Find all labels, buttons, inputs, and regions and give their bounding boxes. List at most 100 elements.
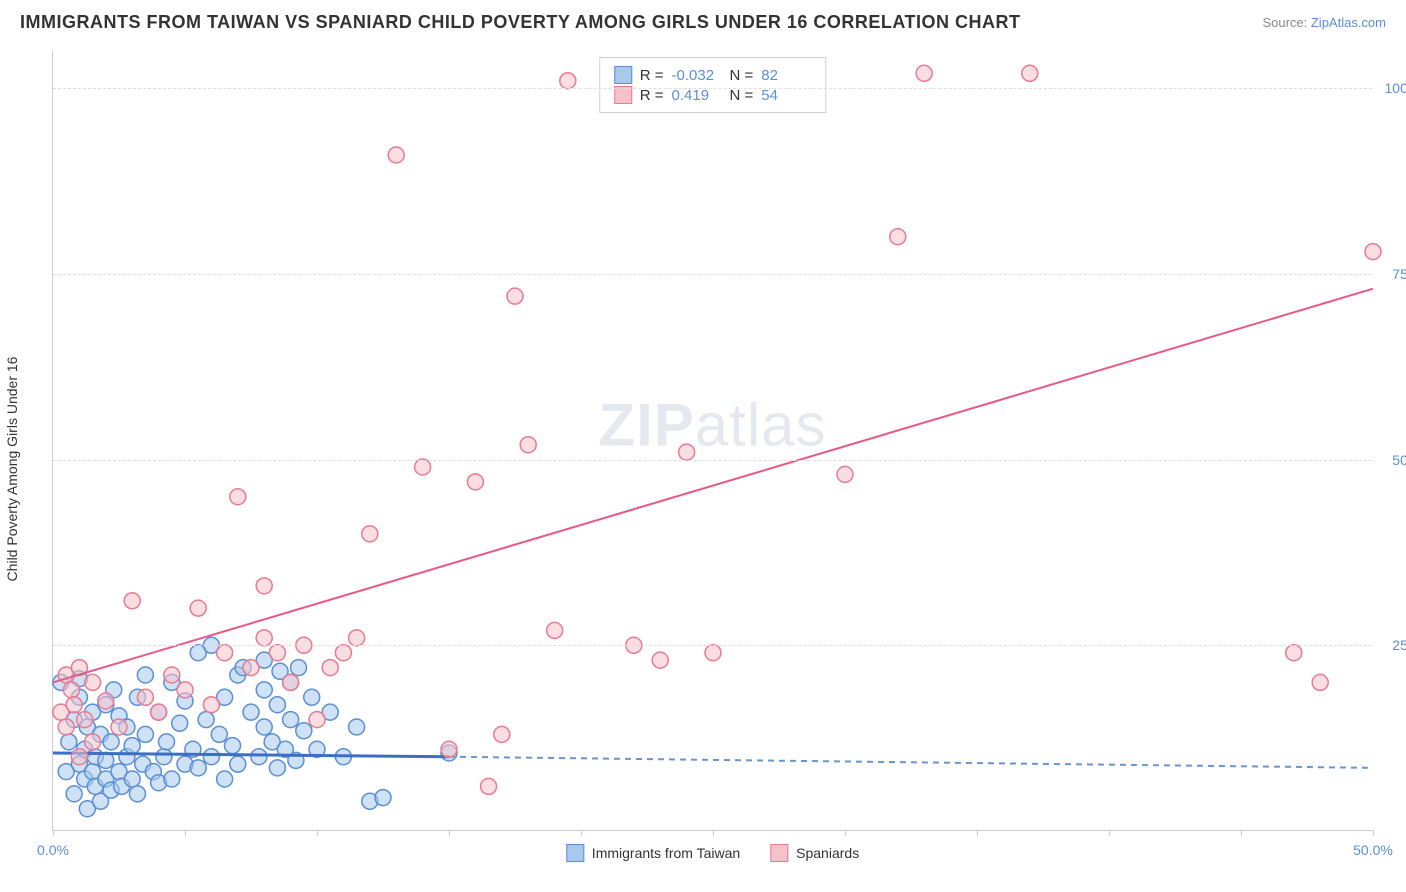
scatter-point	[256, 719, 272, 735]
legend-series: Immigrants from Taiwan Spaniards	[566, 844, 859, 862]
scatter-point	[211, 726, 227, 742]
x-tick-label: 0.0%	[37, 842, 69, 858]
scatter-point	[66, 786, 82, 802]
scatter-point	[560, 73, 576, 89]
y-tick-label: 50.0%	[1377, 452, 1406, 468]
scatter-point	[58, 719, 74, 735]
y-tick-label: 75.0%	[1377, 266, 1406, 282]
scatter-point	[362, 526, 378, 542]
trend-line-extension	[449, 757, 1373, 768]
scatter-point	[291, 660, 307, 676]
source-prefix: Source:	[1262, 15, 1310, 30]
scatter-point	[225, 738, 241, 754]
x-tick	[713, 830, 714, 836]
x-tick	[53, 830, 54, 836]
x-tick	[449, 830, 450, 836]
scatter-point	[304, 689, 320, 705]
scatter-point	[335, 645, 351, 661]
scatter-point	[481, 778, 497, 794]
scatter-point	[151, 704, 167, 720]
scatter-point	[243, 660, 259, 676]
scatter-point	[61, 734, 77, 750]
trend-line	[53, 289, 1373, 683]
scatter-point	[1022, 65, 1038, 81]
legend-series-item: Spaniards	[770, 844, 859, 862]
legend-r-label: R =	[640, 67, 664, 84]
legend-swatch	[614, 66, 632, 84]
chart-title: IMMIGRANTS FROM TAIWAN VS SPANIARD CHILD…	[20, 12, 1021, 33]
scatter-point	[256, 682, 272, 698]
x-tick	[1241, 830, 1242, 836]
scatter-point	[190, 600, 206, 616]
legend-series-label: Spaniards	[796, 845, 859, 861]
scatter-point	[203, 749, 219, 765]
scatter-point	[111, 719, 127, 735]
scatter-point	[137, 726, 153, 742]
scatter-point	[679, 444, 695, 460]
scatter-point	[269, 697, 285, 713]
scatter-point	[520, 437, 536, 453]
scatter-point	[137, 689, 153, 705]
scatter-point	[494, 726, 510, 742]
scatter-point	[172, 715, 188, 731]
scatter-point	[177, 682, 193, 698]
scatter-point	[652, 652, 668, 668]
scatter-point	[467, 474, 483, 490]
scatter-point	[124, 771, 140, 787]
scatter-point	[203, 697, 219, 713]
legend-n-label: N =	[730, 67, 754, 84]
source-link[interactable]: ZipAtlas.com	[1311, 15, 1386, 30]
x-tick	[185, 830, 186, 836]
gridline-horizontal	[53, 460, 1372, 461]
scatter-point	[309, 712, 325, 728]
y-tick-label: 25.0%	[1377, 637, 1406, 653]
scatter-point	[129, 786, 145, 802]
scatter-point	[66, 697, 82, 713]
legend-series-label: Immigrants from Taiwan	[592, 845, 740, 861]
scatter-point	[98, 693, 114, 709]
gridline-horizontal	[53, 88, 1372, 89]
legend-r-value: -0.032	[672, 67, 722, 84]
scatter-point	[137, 667, 153, 683]
scatter-point	[1312, 674, 1328, 690]
scatter-point	[296, 723, 312, 739]
scatter-point	[230, 489, 246, 505]
scatter-point	[103, 734, 119, 750]
x-tick	[1373, 830, 1374, 836]
plot-area: ZIPatlas R = -0.032 N = 82R = 0.419 N = …	[52, 51, 1372, 831]
scatter-point	[230, 756, 246, 772]
scatter-point	[837, 466, 853, 482]
scatter-point	[256, 578, 272, 594]
scatter-point	[164, 771, 180, 787]
scatter-point	[916, 65, 932, 81]
scatter-point	[441, 741, 457, 757]
scatter-point	[283, 674, 299, 690]
scatter-point	[256, 630, 272, 646]
scatter-point	[251, 749, 267, 765]
legend-swatch	[770, 844, 788, 862]
plot-svg	[53, 51, 1372, 830]
scatter-point	[217, 771, 233, 787]
x-tick-label: 50.0%	[1353, 842, 1393, 858]
scatter-point	[322, 660, 338, 676]
scatter-point	[507, 288, 523, 304]
scatter-point	[164, 667, 180, 683]
scatter-point	[77, 712, 93, 728]
scatter-point	[375, 790, 391, 806]
legend-n-value: 82	[761, 67, 811, 84]
legend-swatch	[566, 844, 584, 862]
scatter-point	[349, 630, 365, 646]
scatter-point	[890, 229, 906, 245]
scatter-point	[705, 645, 721, 661]
scatter-point	[1365, 244, 1381, 260]
legend-correlation: R = -0.032 N = 82R = 0.419 N = 54	[599, 57, 827, 113]
x-tick	[977, 830, 978, 836]
scatter-point	[156, 749, 172, 765]
scatter-point	[63, 682, 79, 698]
scatter-point	[388, 147, 404, 163]
scatter-point	[85, 734, 101, 750]
x-tick	[581, 830, 582, 836]
scatter-point	[159, 734, 175, 750]
y-tick-label: 100.0%	[1377, 80, 1406, 96]
scatter-point	[124, 593, 140, 609]
